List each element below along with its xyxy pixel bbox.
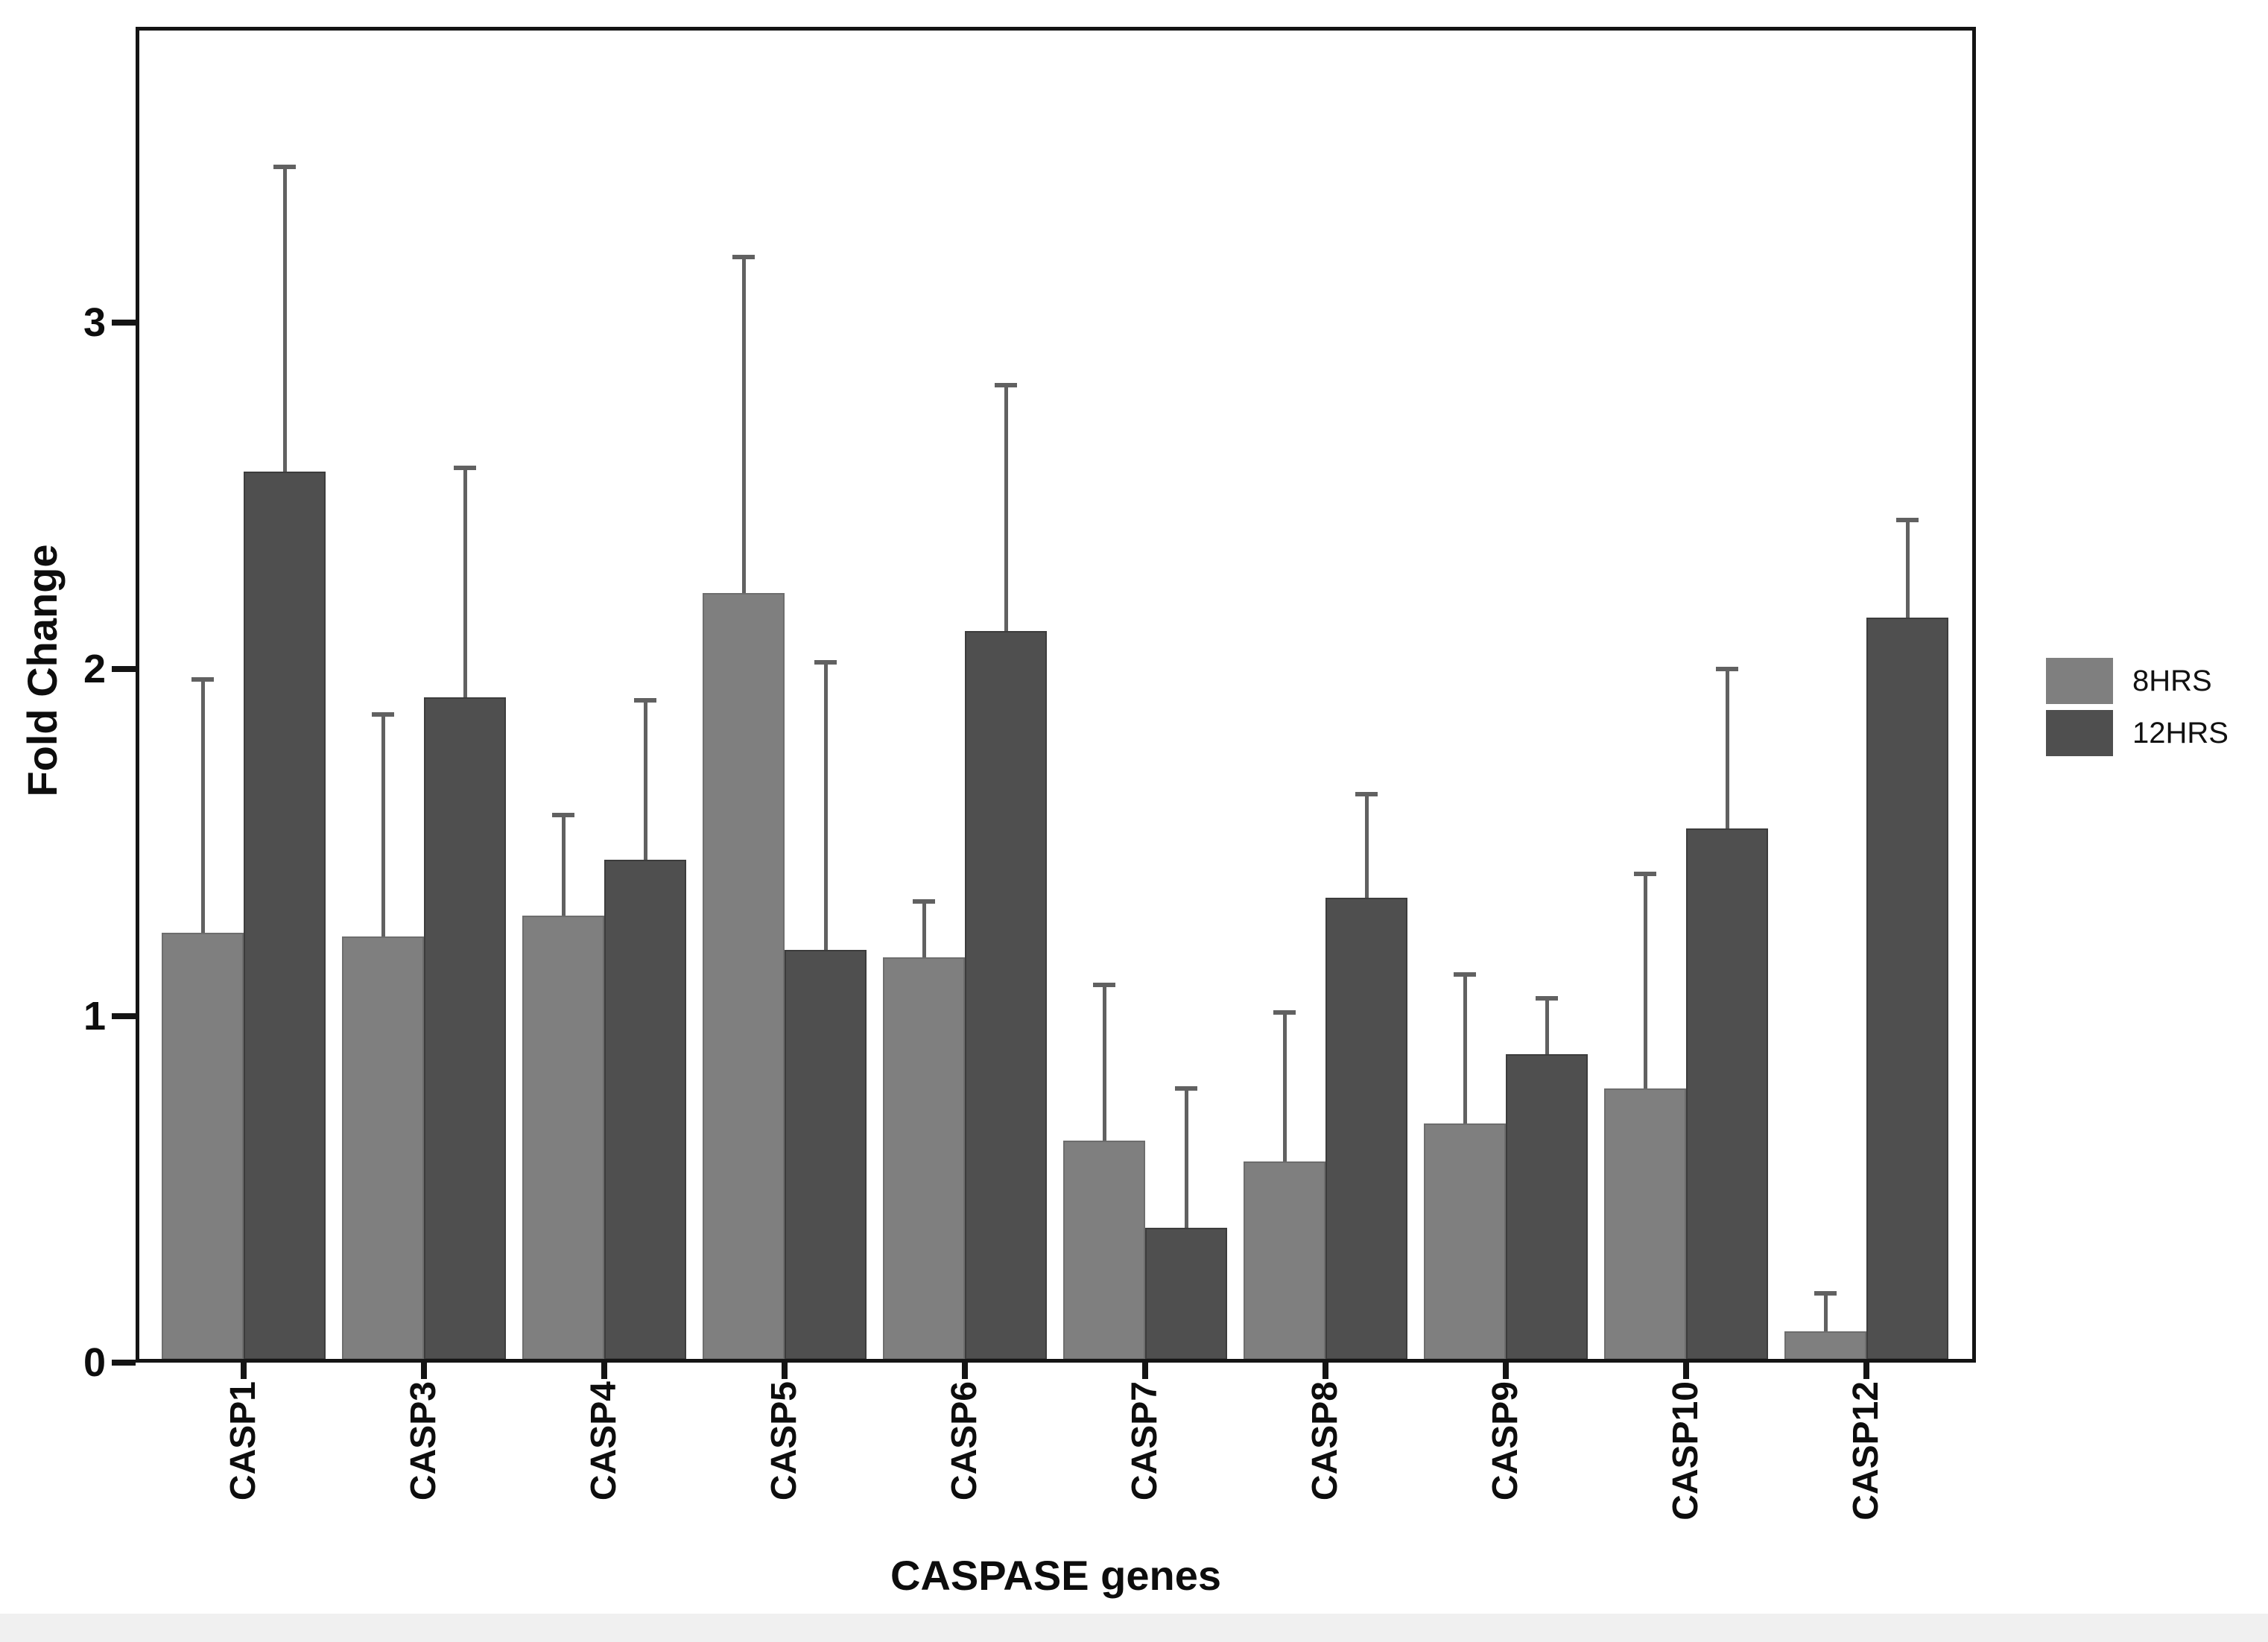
y-tick-label-3: 3 — [83, 300, 106, 345]
x-tick-mark-casp4 — [601, 1363, 607, 1379]
bar-12hrs-casp5 — [785, 950, 867, 1360]
x-category-label-casp3: CASP3 — [404, 1381, 443, 1501]
x-axis-title: CASPASE genes — [890, 1552, 1221, 1599]
error-bar-cap-12hrs-casp9 — [1536, 996, 1558, 1001]
error-bar-cap-8hrs-casp12 — [1814, 1290, 1837, 1296]
error-bar-cap-12hrs-casp5 — [814, 660, 837, 665]
bar-8hrs-casp1 — [162, 932, 244, 1360]
bar-8hrs-casp5 — [703, 592, 785, 1360]
x-category-label-casp9: CASP9 — [1486, 1381, 1525, 1501]
y-tick-label-2: 2 — [83, 647, 106, 692]
legend-label-12hrs: 12HRS — [2132, 717, 2229, 749]
error-bar-cap-12hrs-casp8 — [1355, 791, 1378, 796]
bar-8hrs-casp3 — [342, 936, 424, 1360]
error-bar-stem-8hrs-casp4 — [561, 814, 566, 916]
error-bar-cap-12hrs-casp4 — [634, 698, 656, 703]
bar-12hrs-casp4 — [604, 860, 686, 1360]
error-bar-cap-12hrs-casp6 — [995, 382, 1017, 387]
error-bar-stem-8hrs-casp3 — [381, 714, 385, 936]
y-tick-mark-0 — [112, 1360, 136, 1366]
x-category-label-casp8: CASP8 — [1305, 1381, 1345, 1501]
legend: 8HRS 12HRS — [2046, 658, 2262, 762]
x-category-label-casp12: CASP12 — [1846, 1381, 1886, 1521]
bar-8hrs-casp9 — [1424, 1123, 1506, 1360]
x-tick-mark-casp8 — [1323, 1363, 1328, 1379]
x-tick-mark-casp6 — [962, 1363, 968, 1379]
error-bar-cap-8hrs-casp4 — [552, 812, 574, 817]
error-bar-stem-8hrs-casp10 — [1643, 873, 1647, 1089]
error-bar-cap-12hrs-casp1 — [273, 164, 296, 169]
bar-12hrs-casp8 — [1325, 898, 1407, 1360]
legend-label-8hrs: 8HRS — [2132, 665, 2212, 697]
y-tick-label-1: 1 — [83, 993, 106, 1039]
y-tick-mark-2 — [112, 666, 136, 673]
bottom-strip — [0, 1614, 2268, 1642]
error-bar-stem-12hrs-casp12 — [1905, 520, 1910, 618]
legend-item-12hrs: 12HRS — [2046, 710, 2262, 756]
bar-8hrs-casp7 — [1063, 1141, 1145, 1360]
bar-12hrs-casp9 — [1506, 1053, 1588, 1360]
error-bar-cap-8hrs-casp6 — [913, 899, 935, 904]
error-bar-stem-12hrs-casp8 — [1364, 793, 1369, 898]
legend-item-8hrs: 8HRS — [2046, 658, 2262, 704]
bar-12hrs-casp12 — [1866, 617, 1948, 1360]
error-bar-stem-12hrs-casp4 — [643, 700, 647, 860]
legend-swatch-12hrs — [2046, 710, 2113, 756]
error-bar-stem-8hrs-casp5 — [741, 256, 746, 593]
error-bar-stem-12hrs-casp5 — [823, 662, 828, 951]
error-bar-stem-8hrs-casp8 — [1282, 1012, 1287, 1162]
bar-8hrs-casp10 — [1604, 1088, 1686, 1360]
x-category-label-casp4: CASP4 — [584, 1381, 624, 1501]
error-bar-stem-12hrs-casp7 — [1184, 1088, 1188, 1228]
error-bar-cap-8hrs-casp9 — [1454, 971, 1476, 977]
error-bar-cap-12hrs-casp12 — [1896, 518, 1919, 523]
x-category-label-casp10: CASP10 — [1666, 1381, 1705, 1521]
bar-12hrs-casp1 — [244, 472, 326, 1360]
error-bar-stem-8hrs-casp12 — [1823, 1293, 1828, 1332]
error-bar-cap-12hrs-casp7 — [1175, 1086, 1197, 1091]
x-category-label-casp1: CASP1 — [224, 1381, 263, 1501]
bar-12hrs-casp3 — [424, 697, 506, 1360]
x-category-label-casp5: CASP5 — [764, 1381, 804, 1501]
error-bar-cap-8hrs-casp5 — [732, 254, 755, 259]
error-bar-cap-8hrs-casp3 — [372, 711, 394, 717]
legend-swatch-8hrs — [2046, 658, 2113, 704]
x-tick-mark-casp9 — [1503, 1363, 1509, 1379]
bar-12hrs-casp10 — [1686, 828, 1768, 1360]
bar-8hrs-casp4 — [522, 915, 604, 1360]
error-bar-stem-8hrs-casp6 — [922, 901, 926, 957]
error-bar-cap-8hrs-casp1 — [191, 677, 214, 682]
x-category-label-casp7: CASP7 — [1125, 1381, 1165, 1501]
error-bar-stem-8hrs-casp1 — [200, 679, 205, 933]
error-bar-cap-8hrs-casp8 — [1273, 1010, 1296, 1015]
x-tick-mark-casp1 — [241, 1363, 247, 1379]
error-bar-cap-8hrs-casp10 — [1634, 871, 1656, 876]
error-bar-stem-12hrs-casp6 — [1004, 384, 1008, 632]
y-tick-mark-3 — [112, 320, 136, 326]
x-tick-mark-casp7 — [1142, 1363, 1148, 1379]
error-bar-cap-8hrs-casp7 — [1093, 982, 1115, 987]
x-category-label-casp6: CASP6 — [945, 1381, 984, 1501]
x-tick-mark-casp5 — [782, 1363, 788, 1379]
error-bar-cap-12hrs-casp10 — [1716, 667, 1738, 672]
bar-8hrs-casp8 — [1244, 1161, 1325, 1360]
error-bar-stem-12hrs-casp10 — [1725, 669, 1729, 829]
x-tick-mark-casp12 — [1863, 1363, 1869, 1379]
error-bar-stem-8hrs-casp9 — [1463, 974, 1467, 1123]
bar-8hrs-casp6 — [883, 957, 965, 1360]
error-bar-cap-12hrs-casp3 — [454, 466, 476, 471]
error-bar-stem-8hrs-casp7 — [1102, 984, 1106, 1141]
y-tick-mark-1 — [112, 1012, 136, 1019]
error-bar-stem-12hrs-casp9 — [1545, 998, 1549, 1054]
bar-12hrs-casp6 — [965, 631, 1047, 1360]
x-tick-mark-casp3 — [421, 1363, 427, 1379]
bar-8hrs-casp12 — [1784, 1331, 1866, 1360]
error-bar-stem-12hrs-casp1 — [282, 166, 287, 472]
y-tick-label-0: 0 — [83, 1340, 106, 1385]
x-tick-mark-casp10 — [1683, 1363, 1689, 1379]
error-bar-stem-12hrs-casp3 — [463, 468, 467, 697]
bar-12hrs-casp7 — [1145, 1227, 1227, 1360]
